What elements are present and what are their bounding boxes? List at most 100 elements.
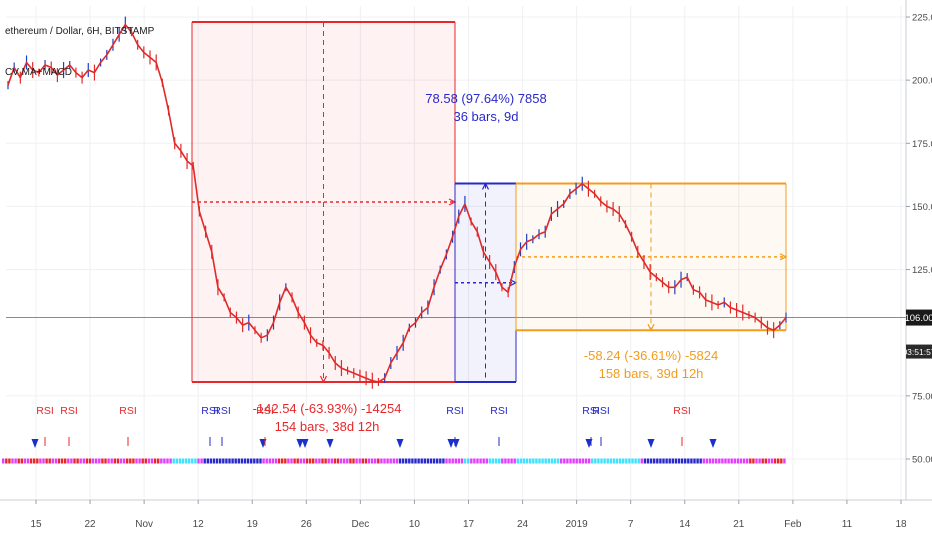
measure-arrowhead xyxy=(481,182,490,190)
time-tick-label: 2019 xyxy=(566,519,589,530)
signal-dot xyxy=(773,458,777,464)
signal-dot xyxy=(349,458,352,464)
down-arrow-icon xyxy=(326,439,334,448)
signal-dot xyxy=(367,458,371,464)
signal-dot xyxy=(705,458,709,464)
signal-dot xyxy=(95,458,98,464)
signal-dot xyxy=(271,458,275,464)
signal-dot xyxy=(70,458,73,464)
price-line xyxy=(7,23,787,383)
signal-dot xyxy=(138,458,141,464)
signal-dot xyxy=(715,458,718,464)
measure-label-line1: -58.24 (-36.61%) -5824 xyxy=(584,348,718,363)
signal-dot xyxy=(101,458,104,464)
signal-dot xyxy=(510,458,513,464)
signal-dot xyxy=(581,458,585,464)
signal-dot xyxy=(739,458,743,464)
signal-dot xyxy=(594,458,597,464)
signal-dot xyxy=(767,458,771,464)
signal-dot xyxy=(572,458,575,464)
signal-dot xyxy=(8,458,11,464)
signal-dot xyxy=(157,458,160,464)
signal-dot xyxy=(374,458,377,464)
signal-dot xyxy=(163,458,166,464)
signal-dot xyxy=(454,458,457,464)
signal-dot xyxy=(73,458,76,464)
signal-dot xyxy=(473,458,476,464)
signal-dot xyxy=(777,458,780,464)
signal-dot xyxy=(253,458,256,464)
down-arrow-icon xyxy=(447,439,455,448)
signal-dot xyxy=(749,458,752,464)
rsi-signal-red: RSI xyxy=(256,405,274,417)
signal-dot xyxy=(498,458,501,464)
signal-dot xyxy=(429,458,433,464)
signal-dot xyxy=(296,458,299,464)
signal-dot xyxy=(442,458,445,464)
signal-dot xyxy=(268,458,271,464)
signal-dot xyxy=(188,458,191,464)
signal-dot xyxy=(166,458,169,464)
countdown-label: 03:51:57 xyxy=(902,347,932,357)
signal-dot xyxy=(628,458,631,464)
measure-box-decline[interactable]: -58.24 (-36.61%) -5824 158 bars, 39d 12h xyxy=(515,182,788,381)
signal-dot xyxy=(330,458,333,464)
time-tick-label: 19 xyxy=(247,519,259,530)
signal-dot xyxy=(197,458,200,464)
measurement-boxes[interactable]: -142.54 (-63.93%) -14254 154 bars, 38d 12… xyxy=(191,21,788,434)
signal-dot xyxy=(513,458,516,464)
signal-dot xyxy=(618,458,622,464)
signal-dot xyxy=(150,458,154,464)
signal-dot xyxy=(718,458,721,464)
signal-dot xyxy=(203,458,206,464)
signal-dot xyxy=(742,458,746,464)
countdown-badge xyxy=(906,344,932,359)
signal-dot xyxy=(11,458,14,464)
signal-dot xyxy=(287,458,290,464)
signal-dot xyxy=(721,458,724,464)
signal-dot xyxy=(687,458,690,464)
price-series xyxy=(7,16,787,389)
signal-dot xyxy=(544,458,547,464)
signal-dot xyxy=(23,458,27,464)
signal-dot xyxy=(110,458,113,464)
measure-arrowhead xyxy=(647,323,655,332)
signal-dot xyxy=(746,458,749,464)
signal-dot xyxy=(532,458,535,464)
measure-arrowhead xyxy=(779,253,788,261)
signal-dot xyxy=(246,458,250,464)
price-tick-label: 50.00 xyxy=(912,455,932,466)
time-tick-label: Dec xyxy=(351,519,369,530)
time-tick-label: Nov xyxy=(135,519,153,530)
time-tick-label: 11 xyxy=(842,519,853,530)
rsi-signal-red: RSI xyxy=(36,405,54,417)
signal-dot xyxy=(597,458,600,464)
signal-dot xyxy=(181,458,185,464)
measure-box-rebound[interactable]: 78.58 (97.64%) 7858 36 bars, 9d xyxy=(425,91,547,383)
signal-dot xyxy=(237,458,240,464)
signal-dot xyxy=(277,458,281,464)
signal-dot xyxy=(578,458,581,464)
measure-box-downtrend[interactable]: -142.54 (-63.93%) -14254 154 bars, 38d 12… xyxy=(191,21,457,434)
signal-dot xyxy=(299,458,302,464)
signal-dot xyxy=(398,458,402,464)
time-tick-label: 14 xyxy=(679,519,691,530)
down-arrow-icon xyxy=(452,439,460,448)
signal-dot xyxy=(358,458,361,464)
signal-dot xyxy=(556,458,560,464)
signal-dot xyxy=(445,458,448,464)
measure-label-line2: 158 bars, 39d 12h xyxy=(599,366,704,381)
signal-dot xyxy=(361,458,364,464)
signal-dot xyxy=(671,458,674,464)
signal-dot xyxy=(346,458,349,464)
rsi-signal-blue: RSI xyxy=(592,405,610,417)
symbol-title: ethereum / Dollar, 6H, BITSTAMP xyxy=(5,26,155,37)
signal-dot xyxy=(20,458,23,464)
signal-dot xyxy=(643,458,647,464)
time-tick-label: 10 xyxy=(409,519,421,530)
signal-dot xyxy=(711,458,715,464)
signal-dot xyxy=(575,458,578,464)
